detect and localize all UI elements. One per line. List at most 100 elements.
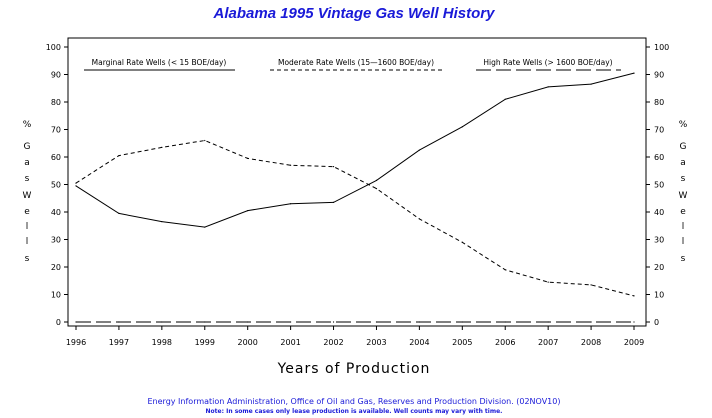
y-tick-label-left: 80 (51, 98, 61, 107)
data-point-3 (547, 321, 549, 323)
data-point-3 (504, 321, 506, 323)
data-point-2 (418, 218, 420, 220)
y-label-letter: % (679, 120, 688, 130)
y-label-letter: a (680, 158, 686, 168)
y-tick-label-right: 30 (654, 236, 664, 245)
y-label-letter: s (25, 174, 30, 184)
data-point-3 (161, 321, 163, 323)
y-tick-label-left: 40 (51, 208, 61, 217)
x-tick-label: 2003 (366, 338, 386, 347)
data-point-2 (290, 164, 292, 166)
y-label-letter: W (23, 191, 32, 201)
y-label-letter: e (24, 207, 30, 217)
data-point-2 (247, 157, 249, 159)
series-line-2 (75, 139, 635, 297)
data-point-1 (504, 98, 506, 100)
footer-note: Note: In some cases only lease productio… (206, 408, 503, 415)
data-point-1 (418, 149, 420, 151)
data-point-3 (332, 321, 335, 323)
x-tick-label: 2005 (452, 338, 472, 347)
y-tick-label-right: 100 (654, 43, 669, 52)
y-tick-label-left: 50 (51, 181, 61, 190)
legend-label-3: High Rate Wells (> 1600 BOE/day) (483, 58, 612, 67)
y-tick-label-right: 80 (654, 98, 664, 107)
y-label-letter: s (681, 174, 686, 184)
y-tick-label-left: 10 (51, 291, 61, 300)
y-label-letter: l (26, 237, 29, 247)
data-point-1 (332, 201, 335, 203)
y-tick-label-right: 70 (654, 126, 664, 135)
y-tick-label-right: 90 (654, 71, 664, 80)
x-axis: 1996 1997 1998 1999 2000 2001 2002 2003 2004 2005… (66, 326, 644, 347)
y-tick-label-left: 60 (51, 153, 61, 162)
x-tick-label: 1997 (109, 338, 129, 347)
data-point-3 (118, 321, 120, 323)
x-tick-label: 2004 (409, 338, 429, 347)
y-label-letter: l (682, 222, 685, 232)
data-point-2 (332, 166, 335, 168)
y-axis-right: 0 10 20 30 40 50 60 70 80 90 100 (646, 43, 669, 327)
y-tick-label-left: 30 (51, 236, 61, 245)
y-tick-label-left: 100 (46, 43, 61, 52)
data-point-2 (547, 281, 549, 283)
series-line-1 (75, 72, 635, 228)
data-point-3 (375, 321, 378, 323)
chart-title: Alabama 1995 Vintage Gas Well History (213, 5, 496, 22)
data-point-1 (590, 83, 592, 85)
x-axis-label: Years of Production (277, 361, 431, 377)
y-tick-label-left: 0 (56, 318, 61, 327)
data-point-1 (633, 72, 635, 74)
y-tick-label-right: 0 (654, 318, 659, 327)
data-point-1 (75, 185, 77, 187)
x-tick-label: 2001 (280, 338, 300, 347)
y-label-letter: e (680, 207, 686, 217)
x-tick-label: 1998 (152, 338, 172, 347)
y-label-letter: s (681, 254, 686, 264)
y-tick-label-right: 20 (654, 263, 664, 272)
y-tick-label-right: 50 (654, 181, 664, 190)
data-point-3 (247, 321, 249, 323)
data-point-1 (247, 210, 249, 212)
y-label-letter: W (679, 191, 688, 201)
y-label-letter: l (26, 222, 29, 232)
data-point-2 (590, 284, 592, 286)
data-point-1 (204, 226, 206, 228)
data-point-1 (547, 86, 549, 88)
data-point-2 (461, 241, 463, 243)
data-point-3 (75, 321, 77, 323)
data-point-1 (461, 126, 463, 128)
data-point-3 (461, 321, 463, 323)
y-label-letter: G (24, 142, 31, 152)
x-tick-label: 2008 (581, 338, 601, 347)
y-tick-label-right: 40 (654, 208, 664, 217)
x-tick-label: 2000 (238, 338, 258, 347)
y-label-letter: % (23, 120, 32, 130)
y-label-letter: a (24, 158, 30, 168)
data-point-2 (75, 182, 77, 184)
y-tick-label-right: 60 (654, 153, 664, 162)
y-axis-left: 0 10 20 30 40 50 60 70 80 90 100 (46, 43, 68, 327)
legend-label-1: Marginal Rate Wells (< 15 BOE/day) (92, 58, 227, 67)
data-point-2 (204, 139, 206, 142)
y-label-letter: l (682, 237, 685, 247)
data-point-3 (633, 321, 635, 323)
y-label-letter: s (25, 254, 30, 264)
data-point-2 (118, 155, 120, 157)
y-tick-label-right: 10 (654, 291, 664, 300)
data-point-2 (375, 188, 378, 190)
data-point-1 (290, 203, 292, 205)
x-tick-label: 2002 (323, 338, 343, 347)
x-tick-label: 2009 (624, 338, 644, 347)
data-point-1 (118, 212, 120, 214)
data-point-3 (590, 321, 592, 323)
y-tick-label-left: 20 (51, 263, 61, 272)
data-point-3 (204, 321, 206, 323)
data-point-3 (418, 321, 420, 323)
legend-label-2: Moderate Rate Wells (15—1600 BOE/day) (278, 58, 434, 67)
data-point-1 (375, 179, 378, 181)
x-tick-label: 2006 (495, 338, 515, 347)
data-point-2 (504, 269, 506, 271)
